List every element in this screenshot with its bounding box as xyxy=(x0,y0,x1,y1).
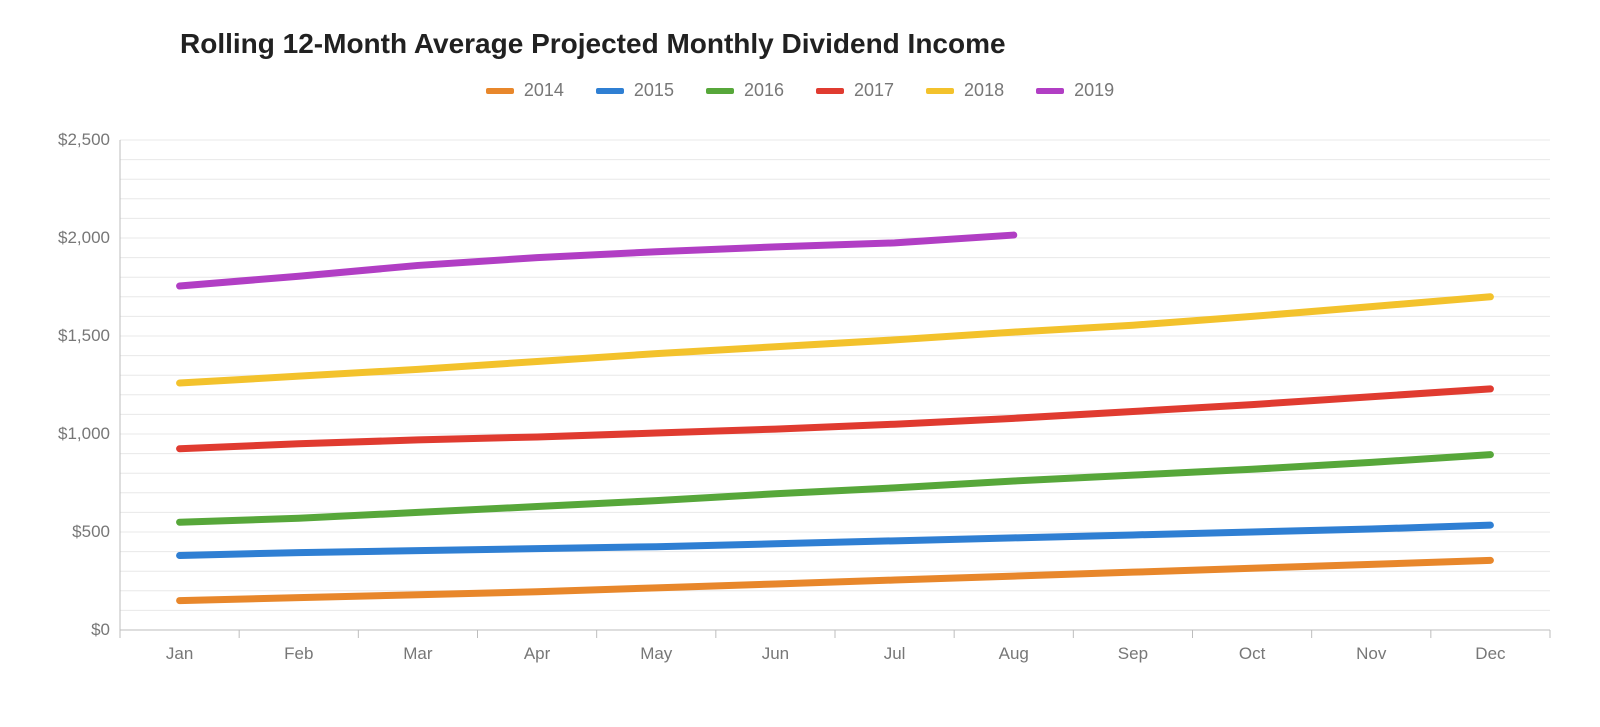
legend-swatch xyxy=(486,88,514,94)
x-axis-label: Jun xyxy=(762,644,789,664)
dividend-chart: Rolling 12-Month Average Projected Month… xyxy=(0,0,1600,727)
y-axis-label: $0 xyxy=(10,620,110,640)
x-axis-label: Jan xyxy=(166,644,193,664)
x-axis-label: May xyxy=(640,644,672,664)
x-axis-label: Dec xyxy=(1475,644,1505,664)
y-axis-label: $2,000 xyxy=(10,228,110,248)
legend-label: 2018 xyxy=(964,80,1004,101)
x-axis-label: Jul xyxy=(884,644,906,664)
y-axis-label: $1,500 xyxy=(10,326,110,346)
x-axis-label: Feb xyxy=(284,644,313,664)
legend-item-2015: 2015 xyxy=(596,80,674,101)
legend-swatch xyxy=(1036,88,1064,94)
legend-label: 2015 xyxy=(634,80,674,101)
legend-swatch xyxy=(596,88,624,94)
y-axis-label: $500 xyxy=(10,522,110,542)
chart-title: Rolling 12-Month Average Projected Month… xyxy=(180,28,1006,60)
legend-item-2018: 2018 xyxy=(926,80,1004,101)
legend-label: 2017 xyxy=(854,80,894,101)
legend-label: 2014 xyxy=(524,80,564,101)
x-axis-label: Aug xyxy=(999,644,1029,664)
chart-plot-area xyxy=(120,140,1550,630)
legend-item-2016: 2016 xyxy=(706,80,784,101)
legend-label: 2016 xyxy=(744,80,784,101)
x-axis-label: Sep xyxy=(1118,644,1148,664)
series-line-2018 xyxy=(180,297,1491,383)
x-axis-label: Apr xyxy=(524,644,550,664)
legend-label: 2019 xyxy=(1074,80,1114,101)
chart-svg xyxy=(120,140,1550,630)
series-line-2017 xyxy=(180,389,1491,449)
legend-item-2017: 2017 xyxy=(816,80,894,101)
y-axis-label: $1,000 xyxy=(10,424,110,444)
x-axis-label: Nov xyxy=(1356,644,1386,664)
chart-legend: 2014 2015 2016 2017 2018 2019 xyxy=(0,80,1600,101)
series-line-2019 xyxy=(180,235,1014,286)
legend-item-2019: 2019 xyxy=(1036,80,1114,101)
legend-swatch xyxy=(706,88,734,94)
y-axis-label: $2,500 xyxy=(10,130,110,150)
x-axis-label: Oct xyxy=(1239,644,1265,664)
legend-swatch xyxy=(816,88,844,94)
series-line-2014 xyxy=(180,560,1491,600)
series-line-2015 xyxy=(180,525,1491,555)
x-axis-label: Mar xyxy=(403,644,432,664)
legend-item-2014: 2014 xyxy=(486,80,564,101)
legend-swatch xyxy=(926,88,954,94)
